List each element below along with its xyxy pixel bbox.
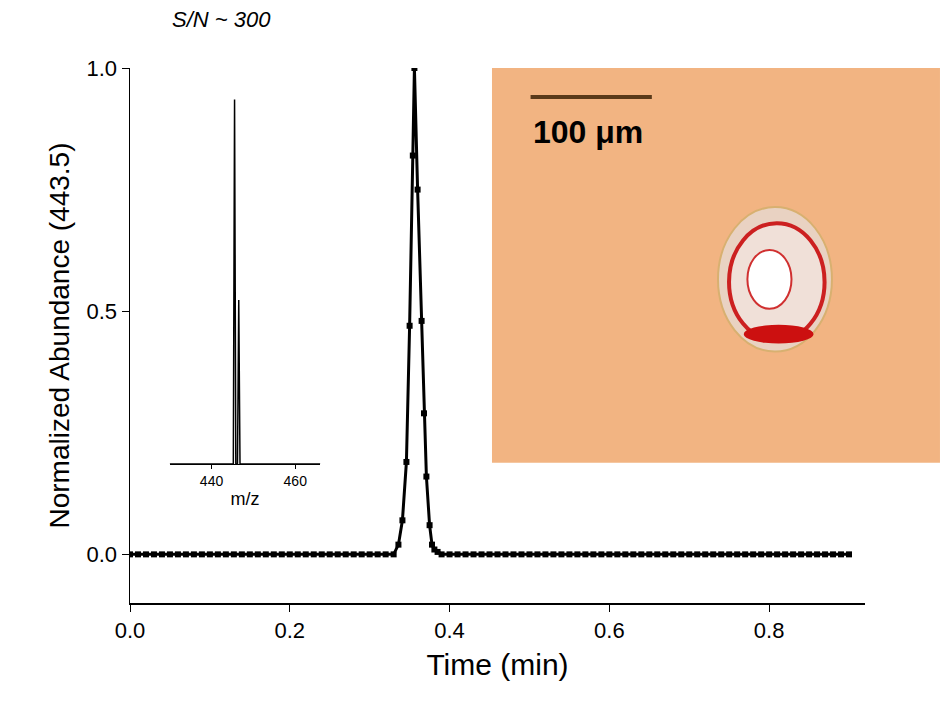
- svg-text:0.5: 0.5: [87, 299, 118, 324]
- svg-text:m/z: m/z: [231, 489, 260, 509]
- svg-text:Normalized Abundance (443.5): Normalized Abundance (443.5): [44, 142, 75, 528]
- svg-text:0.6: 0.6: [594, 618, 625, 643]
- svg-text:0.2: 0.2: [274, 618, 305, 643]
- svg-text:0.8: 0.8: [754, 618, 785, 643]
- svg-text:1.0: 1.0: [87, 56, 118, 81]
- svg-text:0.4: 0.4: [434, 618, 465, 643]
- svg-text:Time (min): Time (min): [426, 648, 568, 681]
- svg-text:S/N ~ 300: S/N ~ 300: [172, 7, 271, 32]
- svg-text:460: 460: [284, 473, 308, 489]
- svg-text:100 μm: 100 μm: [533, 114, 643, 150]
- svg-text:0.0: 0.0: [115, 618, 146, 643]
- svg-text:0.0: 0.0: [87, 542, 118, 567]
- svg-text:440: 440: [200, 473, 224, 489]
